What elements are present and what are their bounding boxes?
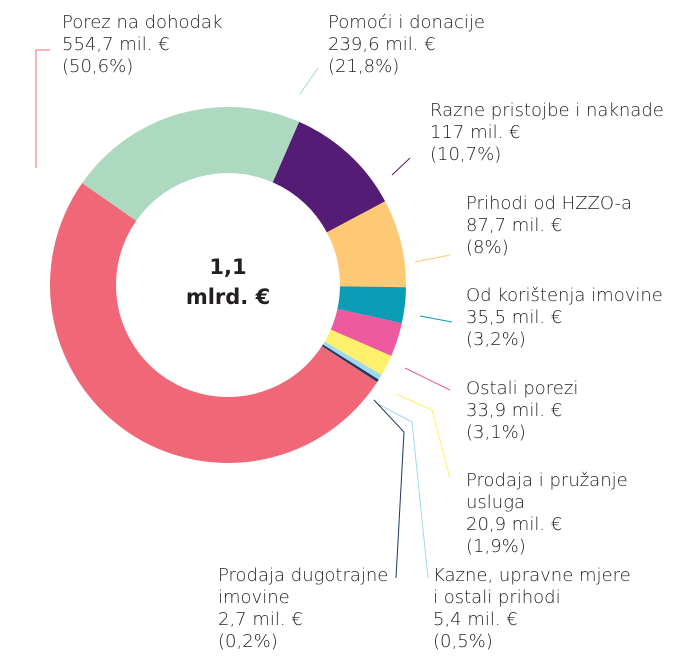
value-label: 35,5 mil. € [466,307,563,328]
category-label: Prodaja i pružanje usluga [466,470,628,513]
slice-label: Prihodi od HZZO-a 87,7 mil. € (8%) [466,193,632,259]
leader-line [395,393,451,479]
value-label: (21,8%) [328,56,400,77]
value-label: (1,9%) [466,536,526,557]
value-label: 117 mil. € [430,122,521,143]
leader-line [373,399,405,579]
category-label: Razne pristojbe i naknade [430,100,664,121]
slice [337,286,406,324]
category-label: Pomoći i donacije [328,12,485,33]
slice-label: Prodaja i pružanje usluga 20,9 mil. € (1,9… [466,470,687,558]
slice-label: Razne pristojbe i naknade 117 mil. € (10,7… [430,100,664,166]
slice [330,308,402,356]
value-label: 33,9 mil. € [466,400,563,421]
slice [50,182,378,463]
value-label: (3,1%) [466,422,526,443]
slice-label: Od korištenja imovine 35,5 mil. € (3,2%) [466,285,663,351]
category-label: Prodaja dugotrajne imovine [218,565,389,608]
slice-label: Pomoći i donacije 239,6 mil. € (21,8%) [328,12,485,78]
value-label: (0,5%) [433,631,493,652]
value-label: (0,2%) [218,631,278,652]
value-label: (8%) [466,237,509,258]
value-label: 20,9 mil. € [466,514,563,535]
center-line: mlrd. € [185,285,271,309]
leader-line [299,67,319,95]
category-label: Ostali porezi [466,378,579,399]
category-label: Kazne, upravne mjere i ostali prihodi [433,565,631,608]
value-label: 5,4 mil. € [433,609,518,630]
value-label: (50,6%) [62,56,134,77]
slice [272,121,386,233]
leader-line [404,367,451,391]
leader-line [419,315,453,323]
leader-line [35,49,50,168]
slice [82,107,300,221]
leader-line [391,157,411,176]
slice [324,329,392,375]
slice-label: Porez na dohodak 554,7 mil. € (50,6%) [62,12,222,78]
slice [321,344,379,382]
value-label: 554,7 mil. € [62,34,170,55]
value-label: 2,7 mil. € [218,609,303,630]
leader-line [414,254,451,263]
slice [322,341,382,380]
leader-line [377,403,429,579]
center-label: 1,1 mlrd. € [128,252,328,312]
center-line: 1,1 [209,255,247,279]
category-label: Od korištenja imovine [466,285,663,306]
value-label: (3,2%) [466,329,526,350]
category-label: Prihodi od HZZO-a [466,193,633,214]
value-label: 87,7 mil. € [466,215,563,236]
slice-label: Prodaja dugotrajne imovine 2,7 mil. € (0,2… [218,565,388,653]
slice-label: Ostali porezi 33,9 mil. € (3,1%) [466,378,578,444]
slice [326,201,406,288]
category-label: Porez na dohodak [62,12,223,33]
value-label: (10,7%) [430,144,502,165]
slice-label: Kazne, upravne mjere i ostali prihodi 5,4… [433,565,631,653]
value-label: 239,6 mil. € [328,34,436,55]
